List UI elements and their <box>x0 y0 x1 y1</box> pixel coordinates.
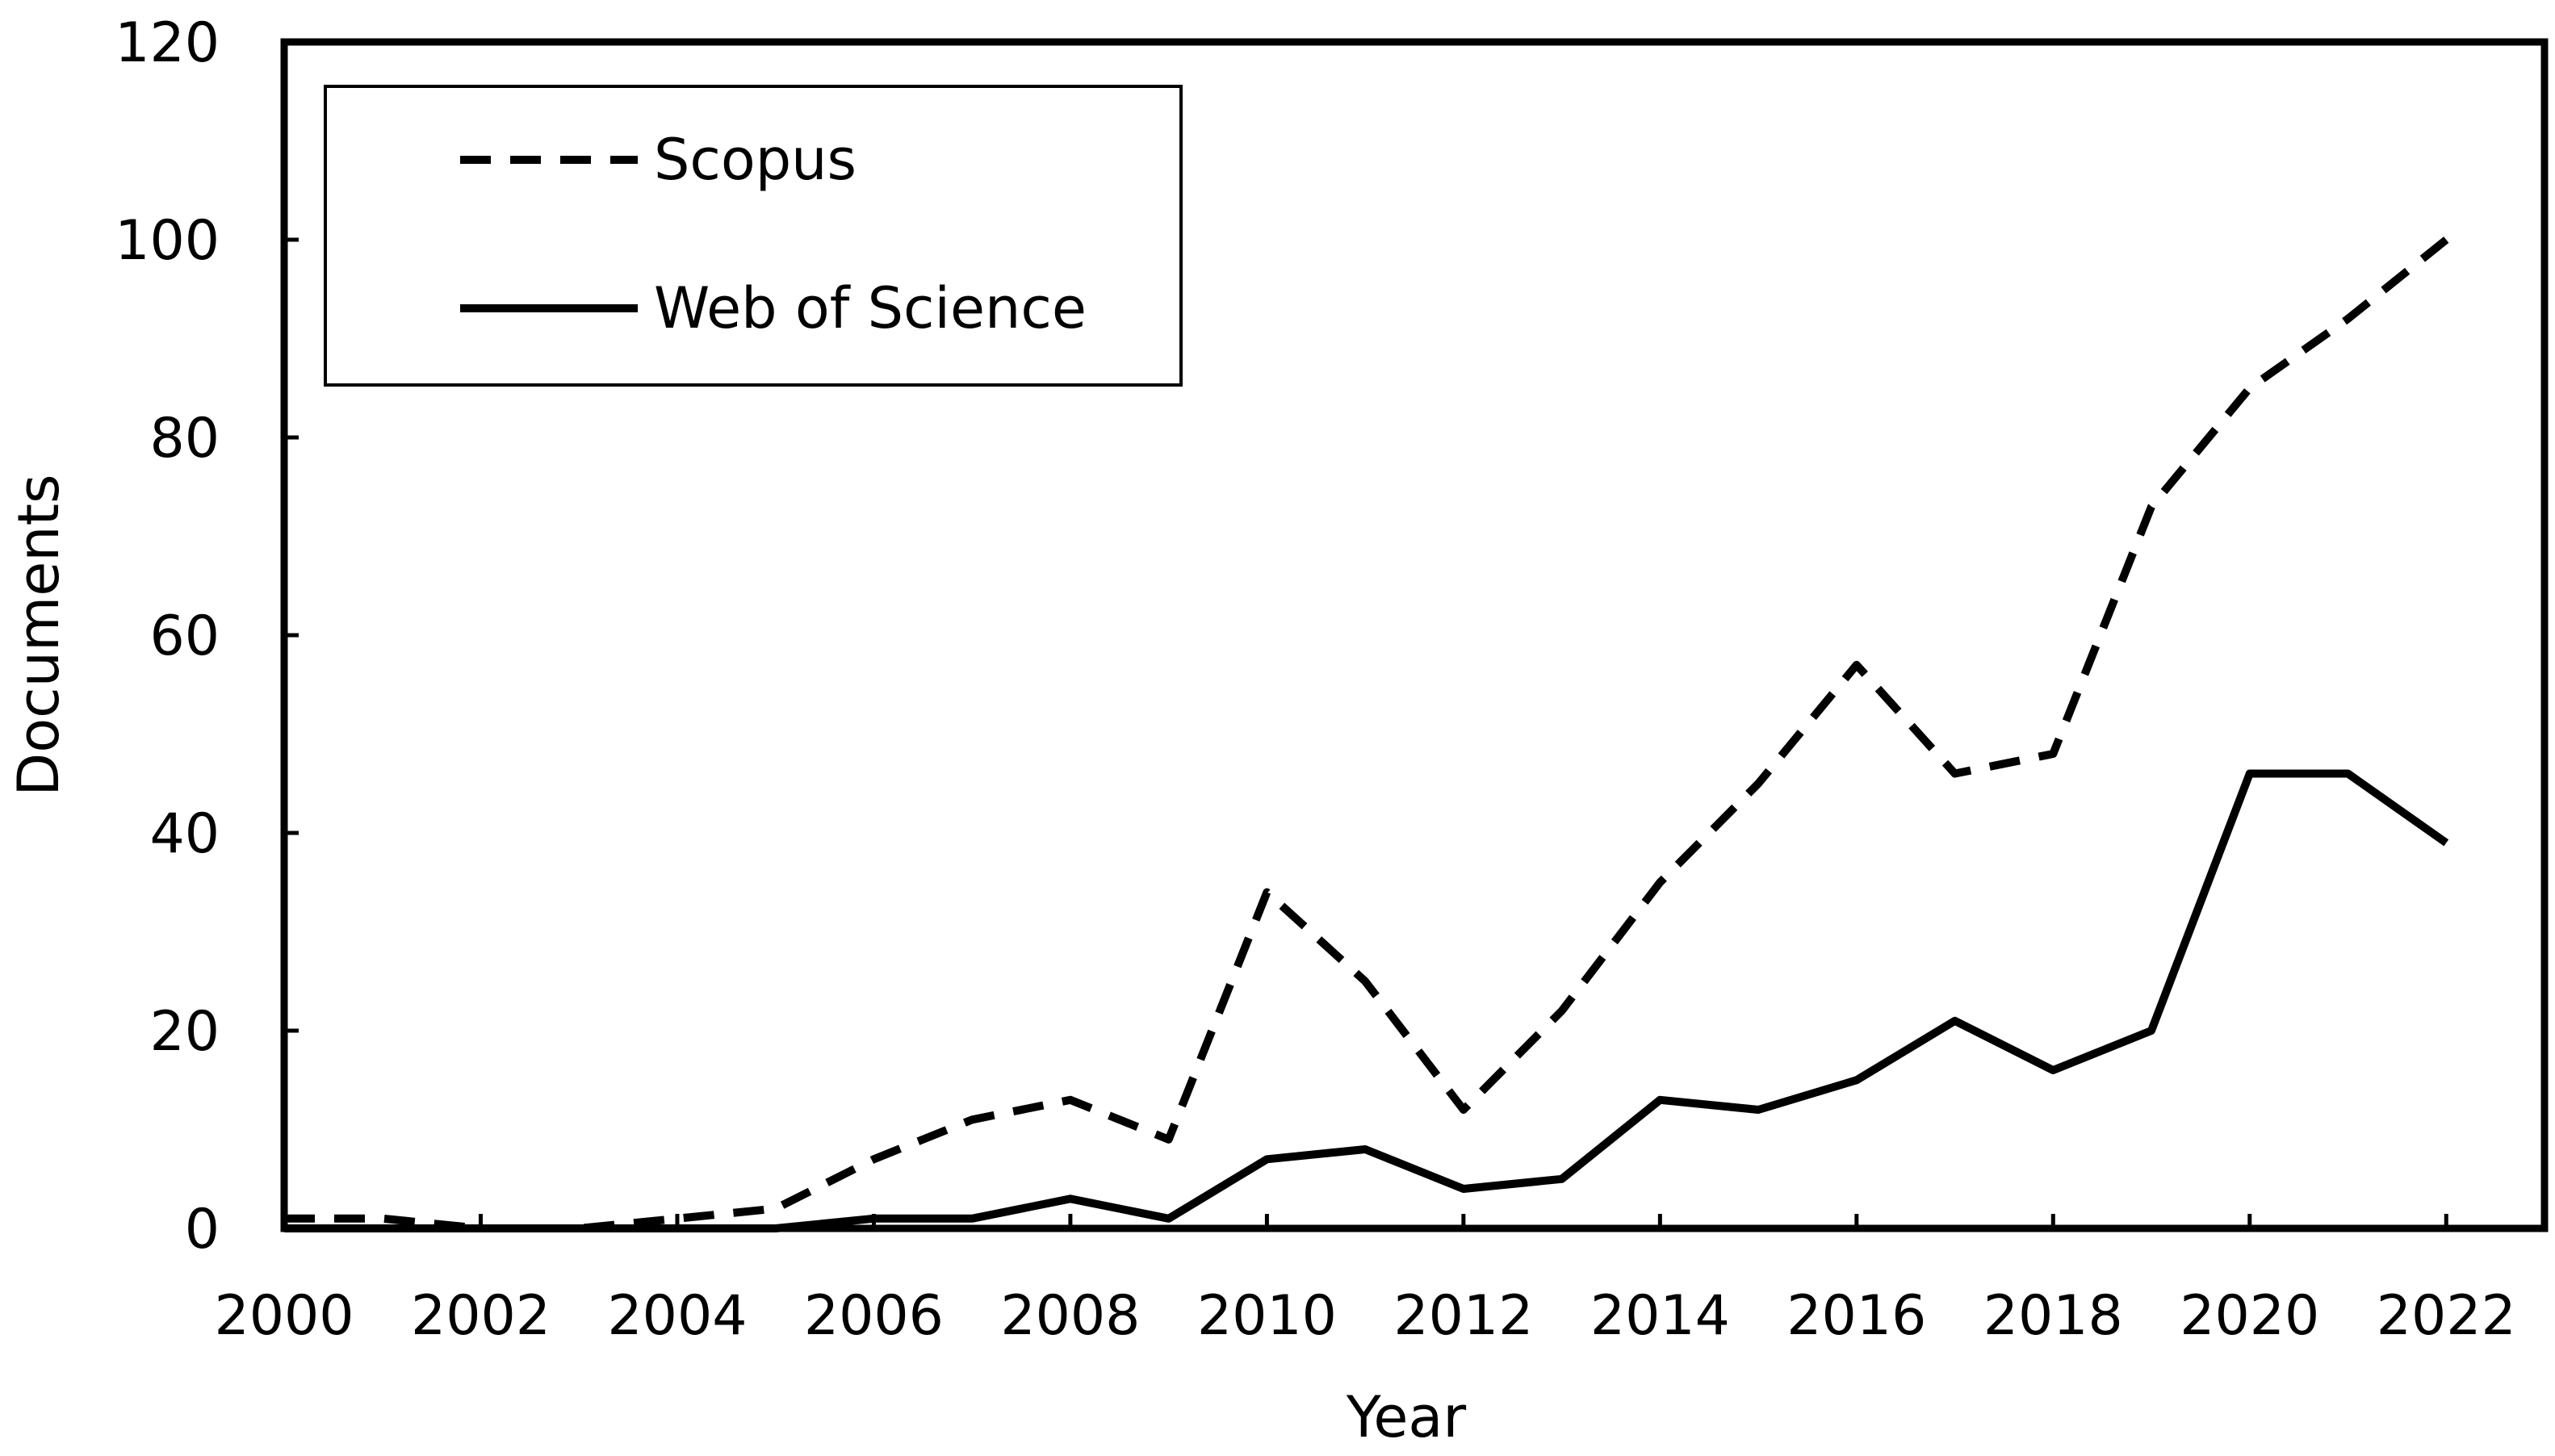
data-point-scopus-2021 <box>2344 315 2352 323</box>
y-tick-label-60: 60 <box>149 605 220 668</box>
y-tick-label-100: 100 <box>115 209 220 273</box>
x-tick-label-2004: 2004 <box>607 1284 747 1348</box>
data-point-web-of-science-2017 <box>1951 1017 1959 1025</box>
y-tick-label-40: 40 <box>149 802 220 866</box>
data-point-scopus-2006 <box>869 1155 877 1163</box>
data-point-web-of-science-2009 <box>1165 1215 1173 1223</box>
data-point-scopus-2019 <box>2147 503 2155 511</box>
data-point-scopus-2007 <box>968 1115 976 1123</box>
data-point-web-of-science-2011 <box>1361 1145 1369 1153</box>
data-point-scopus-2009 <box>1165 1136 1173 1144</box>
x-axis-title: Year <box>1346 1384 1466 1450</box>
data-point-scopus-2020 <box>2246 384 2254 392</box>
data-point-scopus-2015 <box>1754 780 1762 788</box>
data-point-scopus-2018 <box>2049 750 2057 758</box>
data-point-web-of-science-2016 <box>1853 1076 1861 1084</box>
data-point-scopus-2005 <box>772 1205 780 1213</box>
data-point-scopus-2017 <box>1951 770 1959 778</box>
x-tick-label-2012: 2012 <box>1393 1284 1533 1348</box>
data-point-web-of-science-2013 <box>1558 1175 1566 1183</box>
x-tick-label-2010: 2010 <box>1197 1284 1337 1348</box>
x-tick-label-2018: 2018 <box>1983 1284 2123 1348</box>
data-point-scopus-2014 <box>1656 878 1664 886</box>
data-point-scopus-2001 <box>379 1215 387 1223</box>
x-tick-label-2020: 2020 <box>2180 1284 2319 1348</box>
x-tick-label-2006: 2006 <box>804 1284 944 1348</box>
legend-box <box>324 85 1183 387</box>
x-tick-label-2016: 2016 <box>1786 1284 1926 1348</box>
x-axis-ticks: 2000 2002 2004 2006 2008 2010 2012 2014 2016 2018… <box>214 1214 2516 1348</box>
y-tick-label-120: 120 <box>115 11 220 75</box>
legend: Scopus Web of Science <box>324 85 1183 387</box>
x-tick-label-2014: 2014 <box>1590 1284 1730 1348</box>
data-point-web-of-science-2010 <box>1263 1155 1271 1163</box>
x-tick-label-2000: 2000 <box>214 1284 354 1348</box>
y-axis-title: Documents <box>6 474 72 796</box>
data-point-web-of-science-2022 <box>2442 839 2450 847</box>
series-line-scopus <box>284 236 2449 1232</box>
y-tick-label-80: 80 <box>149 407 220 471</box>
y-tick-label-20: 20 <box>149 1000 220 1064</box>
x-tick-label-2008: 2008 <box>1000 1284 1140 1348</box>
data-point-web-of-science-2012 <box>1460 1185 1468 1193</box>
data-point-web-of-science-2019 <box>2147 1027 2155 1035</box>
data-point-scopus-2012 <box>1460 1106 1468 1114</box>
data-point-web-of-science-2018 <box>2049 1066 2057 1074</box>
data-point-web-of-science-2007 <box>968 1215 976 1223</box>
x-tick-label-2002: 2002 <box>411 1284 551 1348</box>
data-point-scopus-2010 <box>1263 889 1271 897</box>
y-axis-ticks: 0 20 40 60 80 100 120 <box>115 11 299 1261</box>
data-point-scopus-2008 <box>1066 1096 1074 1104</box>
data-point-scopus-2016 <box>1853 661 1861 669</box>
data-point-web-of-science-2021 <box>2344 770 2352 778</box>
legend-label-scopus: Scopus <box>654 127 857 193</box>
data-point-web-of-science-2008 <box>1066 1195 1074 1203</box>
data-point-scopus-2011 <box>1361 977 1369 985</box>
data-point-scopus-2013 <box>1558 1007 1566 1015</box>
data-point-scopus-2022 <box>2442 236 2450 244</box>
data-point-web-of-science-2015 <box>1754 1106 1762 1114</box>
x-tick-label-2022: 2022 <box>2377 1284 2516 1348</box>
y-tick-label-0: 0 <box>185 1198 220 1261</box>
data-point-web-of-science-2014 <box>1656 1096 1664 1104</box>
legend-label-web-of-science: Web of Science <box>654 275 1087 341</box>
data-point-web-of-science-2020 <box>2246 770 2254 778</box>
